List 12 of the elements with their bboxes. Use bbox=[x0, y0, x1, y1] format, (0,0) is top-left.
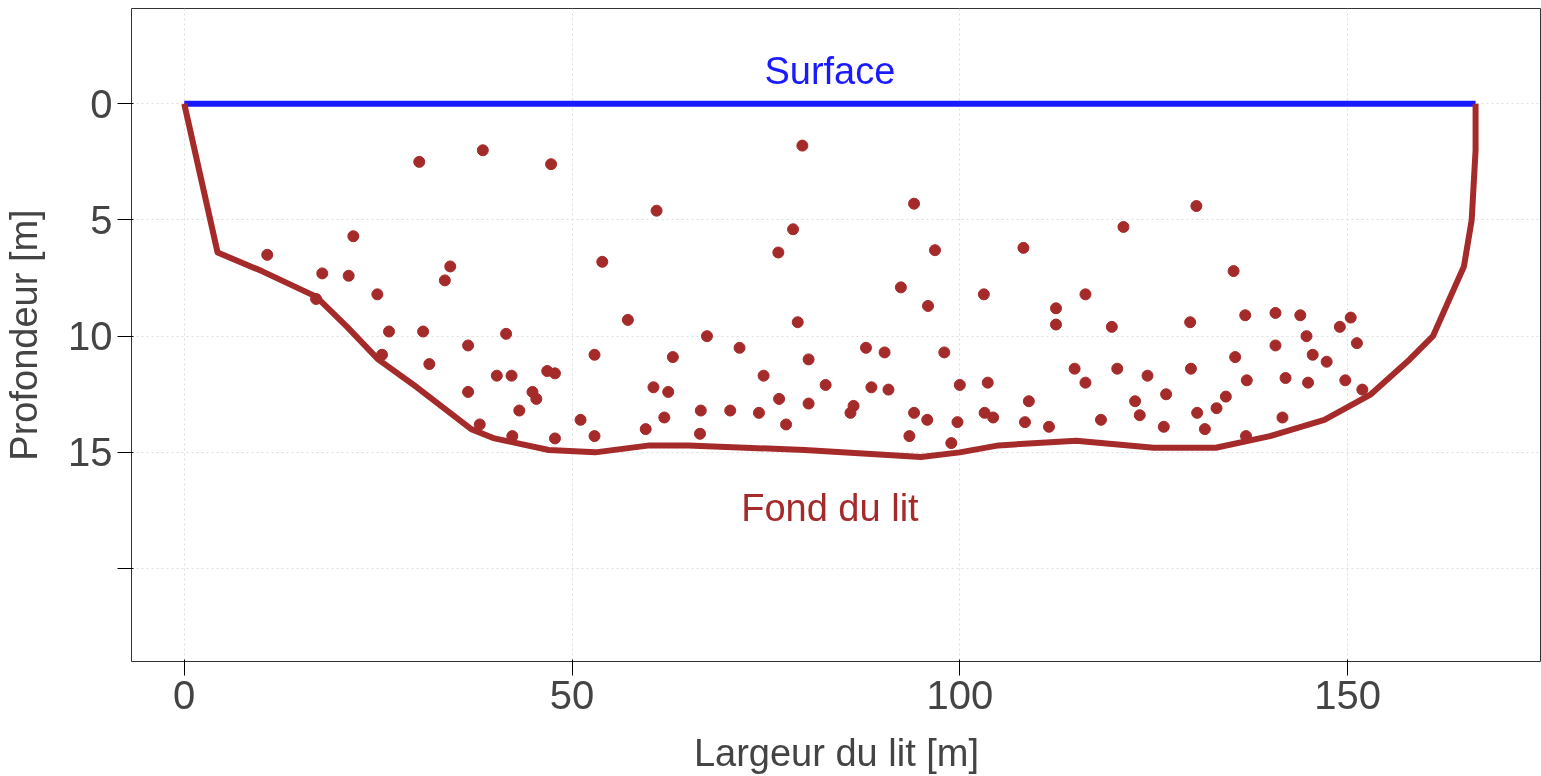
y-tick-label: 10 bbox=[68, 314, 113, 359]
x-tick-label: 0 bbox=[173, 672, 196, 717]
series-label: Surface bbox=[764, 49, 896, 92]
y-tick-label: 5 bbox=[90, 197, 113, 242]
x-tick-label: 50 bbox=[549, 672, 595, 717]
y-axis-title: Profondeur [m] bbox=[3, 209, 46, 461]
y-tick-label: 15 bbox=[68, 430, 113, 475]
y-tick-label: 0 bbox=[90, 81, 113, 126]
x-tick-label: 150 bbox=[1314, 672, 1381, 717]
x-tick-label: 100 bbox=[926, 672, 994, 717]
series-label: Fond du lit bbox=[741, 487, 920, 529]
x-axis-title: Largeur du lit [m] bbox=[693, 731, 980, 774]
